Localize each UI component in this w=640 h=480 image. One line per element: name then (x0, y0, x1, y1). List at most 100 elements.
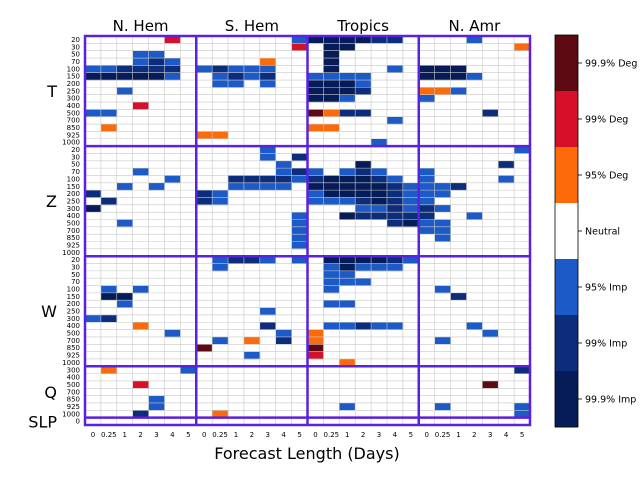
heatmap-cell (164, 58, 181, 66)
heatmap-cell (386, 256, 404, 264)
heatmap-cell (418, 168, 435, 176)
heatmap-cell (386, 65, 404, 73)
level-label: 100 (67, 65, 80, 73)
heatmap-cell (275, 336, 292, 345)
heatmap-cell (85, 190, 102, 198)
heatmap-cell (100, 292, 118, 301)
heatmap-cell (402, 190, 420, 198)
heatmap-cell (148, 65, 165, 73)
heatmap-cell (116, 87, 133, 96)
level-label: 1000 (62, 139, 80, 147)
level-label: 50 (71, 271, 80, 279)
heatmap-cell (339, 72, 356, 81)
colorbar: 99.9% Deg 99% Deg 95% Deg Neutral 95% Imp 99%… (554, 34, 637, 428)
heatmap-cell (243, 351, 261, 360)
level-label: 100 (67, 175, 80, 183)
heatmap-cell (243, 256, 261, 264)
heatmap-cell (259, 322, 277, 330)
heatmap-cell (164, 65, 181, 73)
heatmap-cell (402, 219, 420, 228)
heatmap-cell (339, 190, 356, 198)
heatmap-cell (355, 322, 372, 330)
heatmap-cell (85, 72, 102, 81)
heatmap-cell (259, 72, 277, 81)
heatmap-cell (339, 80, 356, 88)
heatmap-cell (323, 109, 340, 118)
heatmap-cell (450, 72, 467, 81)
heatmap-cell (212, 190, 229, 198)
heatmap-cell (482, 380, 499, 389)
level-label: 150 (67, 293, 80, 301)
heatmap-cell (259, 256, 277, 264)
heatmap-cell (434, 234, 451, 242)
heatmap-cell (466, 322, 483, 330)
region-title: Tropics (336, 17, 389, 35)
heatmap-cell (355, 182, 372, 191)
lead-tick-label: 0 (313, 431, 317, 439)
heatmap-cell (259, 58, 277, 66)
heatmap-cell (196, 344, 213, 352)
heatmap-cell (323, 50, 340, 59)
level-label: 0 (76, 418, 80, 426)
heatmap-cell (259, 153, 277, 162)
level-label: 70 (71, 58, 80, 66)
level-label: 30 (71, 263, 80, 271)
heatmap-cell (371, 256, 388, 264)
colorbar-label: 99.9% Imp (585, 395, 636, 406)
heatmap-cell (148, 402, 165, 411)
colorbar-segment (555, 203, 578, 260)
heatmap-cell (418, 182, 435, 191)
heatmap-cell (386, 116, 404, 125)
level-label: 150 (67, 73, 80, 81)
heatmap-cell (228, 175, 245, 184)
heatmap-cell (132, 102, 149, 110)
lead-tick-label: 1 (456, 431, 460, 439)
heatmap-cell (228, 80, 245, 88)
lead-tick-label: 0.25 (435, 431, 451, 439)
variable-label: Z (46, 192, 57, 211)
heatmap-cell (339, 175, 356, 184)
heatmap-cell (148, 182, 165, 191)
heatmap-cell (450, 65, 467, 73)
heatmap-cell (418, 94, 435, 103)
heatmap-cell (371, 204, 388, 213)
heatmap-cell (100, 109, 118, 118)
level-label: 850 (67, 344, 80, 352)
level-label: 1000 (62, 249, 80, 257)
heatmap-cell (514, 366, 531, 374)
heatmap-cell (291, 219, 308, 228)
heatmap-cell (212, 131, 229, 140)
heatmap-cell (386, 197, 404, 206)
lead-tick-label: 0.25 (212, 431, 228, 439)
heatmap-cell (307, 72, 324, 81)
level-label: 1000 (62, 410, 80, 418)
level-label: 70 (71, 168, 80, 176)
lead-tick-label: 0 (424, 431, 428, 439)
heatmap-cell (132, 380, 149, 389)
heatmap-cell (339, 182, 356, 191)
colorbar-segment (555, 259, 578, 316)
colorbar-border (554, 34, 579, 428)
heatmap-cell (386, 204, 404, 213)
heatmap-cell (243, 336, 261, 345)
heatmap-cell (116, 219, 133, 228)
level-label: 300 (67, 95, 80, 103)
heatmap-cell (323, 58, 340, 66)
heatmap-cell (402, 182, 420, 191)
heatmap-cell (100, 72, 118, 81)
heatmap-cell (339, 109, 356, 118)
heatmap-cell (418, 197, 435, 206)
heatmap-cell (434, 336, 451, 345)
heatmap-cell (418, 212, 435, 220)
heatmap-cell (355, 204, 372, 213)
heatmap-cell (116, 65, 133, 73)
heatmap-cell (291, 234, 308, 242)
colorbar-segment (555, 35, 578, 92)
heatmap-cell (212, 80, 229, 88)
heatmap-cell (339, 43, 356, 51)
level-label: 250 (67, 197, 80, 205)
heatmap-cell (307, 36, 324, 44)
heatmap-cell (482, 329, 499, 338)
heatmap-cell (259, 146, 277, 154)
